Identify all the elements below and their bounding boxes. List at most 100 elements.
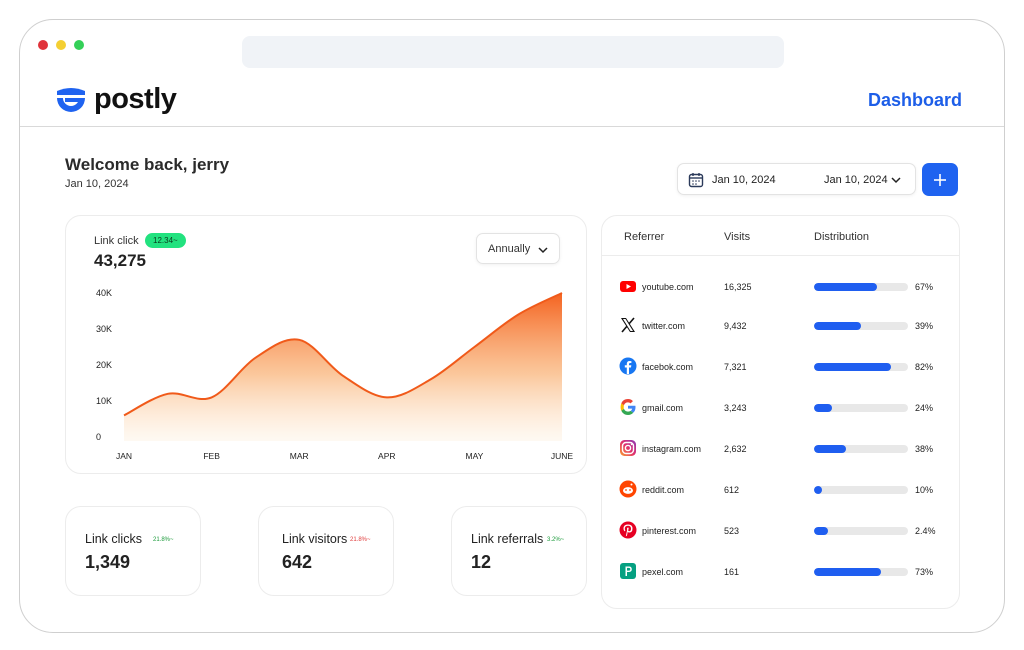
stat-label: Link clicks — [85, 532, 142, 546]
pinterest-icon — [619, 521, 637, 539]
header-visits: Visits — [724, 231, 751, 243]
reddit-icon — [619, 480, 637, 498]
add-button[interactable] — [922, 163, 958, 196]
chevron-down-icon — [538, 247, 548, 254]
period-select-value: Annually — [488, 243, 531, 255]
distribution-fill — [814, 568, 881, 576]
distribution-bar — [814, 363, 908, 371]
referrer-percent: 10% — [915, 485, 934, 495]
referrer-percent: 38% — [915, 444, 934, 454]
referrer-visits: 7,321 — [724, 362, 747, 372]
table-row[interactable]: pexel.com 161 73% — [602, 562, 959, 582]
stat-change: 21.8%~ — [350, 537, 371, 543]
chart-title: Link click — [94, 235, 139, 247]
referrer-site: twitter.com — [642, 321, 686, 331]
youtube-icon — [620, 281, 636, 292]
stat-label: Link visitors — [282, 532, 348, 546]
table-row[interactable]: reddit.com 612 10% — [602, 480, 959, 500]
date-from: Jan 10, 2024 — [712, 174, 776, 186]
distribution-bar — [814, 568, 908, 576]
table-row[interactable]: pinterest.com 523 2.4% — [602, 521, 959, 541]
referrer-visits: 2,632 — [724, 444, 747, 454]
header-distribution: Distribution — [814, 231, 870, 243]
y-tick-label: 40K — [96, 288, 112, 298]
welcome-heading: Welcome back, jerry — [65, 155, 230, 174]
referrer-visits: 16,325 — [724, 282, 752, 292]
table-row[interactable]: twitter.com 9,432 39% — [602, 316, 959, 336]
referrer-site: facebok.com — [642, 362, 694, 372]
distribution-fill — [814, 445, 846, 453]
referrer-site: youtube.com — [642, 282, 694, 292]
stat-card-link-referrals: Link referrals 3.2%~ 12 — [451, 506, 587, 596]
referrer-percent: 73% — [915, 567, 934, 577]
distribution-bar — [814, 283, 908, 291]
chart-series-line — [123, 292, 563, 417]
referrer-percent: 67% — [915, 282, 934, 292]
referrer-visits: 612 — [724, 485, 740, 495]
chart-area-fill — [124, 293, 562, 441]
table-row[interactable]: instagram.com 2,632 38% — [602, 439, 959, 459]
app-header: postly Dashboard — [20, 76, 1004, 127]
chart-total-value: 43,275 — [94, 251, 146, 270]
link-click-chart: 40K 30K 20K 10K 0 JAN FEB MAR APR MAY JUNE — [96, 288, 574, 461]
link-click-chart-card: 40K 30K 20K 10K 0 JAN FEB MAR APR MAY JUNE Link c… — [65, 215, 587, 474]
date-to: Jan 10, 2024 — [824, 174, 888, 186]
referrer-visits: 523 — [724, 526, 740, 536]
x-twitter-icon — [621, 317, 635, 333]
distribution-fill — [814, 283, 877, 291]
stat-card-link-clicks: Link clicks 21.8%~ 1,349 — [65, 506, 201, 596]
distribution-fill — [814, 404, 832, 412]
facebook-icon — [619, 357, 637, 375]
y-tick-label: 30K — [96, 324, 112, 334]
y-tick-label: 0 — [96, 432, 101, 442]
distribution-bar — [814, 527, 908, 535]
referrer-visits: 3,243 — [724, 403, 747, 413]
x-tick-label: JUNE — [551, 451, 574, 461]
brand-logo[interactable]: postly — [54, 82, 177, 116]
referrer-site: reddit.com — [642, 485, 685, 495]
header-referrer: Referrer — [624, 231, 665, 243]
referrer-table-header: Referrer Visits Distribution — [602, 216, 959, 256]
minimize-dot[interactable] — [56, 40, 66, 50]
stat-change: 3.2%~ — [547, 537, 565, 543]
google-icon — [620, 399, 636, 415]
table-row[interactable]: gmail.com 3,243 24% — [602, 398, 959, 418]
x-tick-label: JAN — [116, 451, 132, 461]
welcome-date: Jan 10, 2024 — [65, 178, 129, 190]
x-tick-label: APR — [378, 451, 395, 461]
referrer-percent: 24% — [915, 403, 934, 413]
distribution-bar — [814, 322, 908, 330]
chevron-down-icon — [891, 177, 901, 184]
distribution-fill — [814, 322, 861, 330]
table-row[interactable]: facebok.com 7,321 82% — [602, 357, 959, 377]
distribution-bar — [814, 445, 908, 453]
referrer-table-card: Referrer Visits Distribution youtube.com… — [601, 215, 960, 609]
stat-value: 642 — [282, 552, 313, 572]
referrer-percent: 2.4% — [915, 526, 936, 536]
brand-name: postly — [94, 82, 177, 115]
calendar-icon — [688, 173, 704, 188]
pexels-icon — [620, 563, 636, 579]
referrer-percent: 39% — [915, 321, 934, 331]
distribution-fill — [814, 363, 892, 371]
distribution-fill — [814, 486, 823, 494]
y-tick-label: 10K — [96, 396, 112, 406]
period-select[interactable]: Annually — [476, 233, 560, 264]
chart-change-badge: 12.34~ — [145, 233, 186, 248]
referrer-site: instagram.com — [642, 444, 702, 454]
instagram-icon — [620, 440, 636, 456]
address-bar[interactable] — [242, 36, 784, 68]
maximize-dot[interactable] — [74, 40, 84, 50]
referrer-site: gmail.com — [642, 403, 684, 413]
close-dot[interactable] — [38, 40, 48, 50]
y-tick-label: 20K — [96, 360, 112, 370]
table-row[interactable]: youtube.com 16,325 67% — [602, 277, 959, 297]
date-range-picker[interactable]: Jan 10, 2024 Jan 10, 2024 — [677, 163, 916, 195]
x-tick-label: MAR — [290, 451, 309, 461]
nav-dashboard-link[interactable]: Dashboard — [867, 90, 962, 110]
stat-value: 12 — [471, 552, 492, 572]
stat-value: 1,349 — [85, 552, 131, 572]
stat-change: 21.8%~ — [153, 537, 174, 543]
distribution-bar — [814, 486, 908, 494]
referrer-visits: 161 — [724, 567, 740, 577]
